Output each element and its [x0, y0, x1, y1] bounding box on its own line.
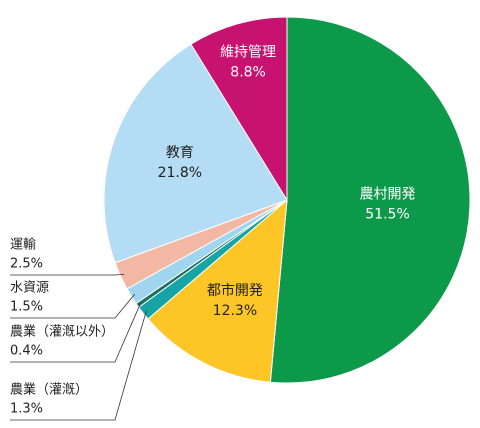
slice-label: 維持管理 [220, 45, 276, 61]
slice-value: 2.5% [10, 257, 43, 272]
slice-value: 8.8% [230, 65, 266, 81]
pie-slice [103, 43, 288, 264]
pie-slice [269, 16, 471, 384]
slice-value: 1.3% [10, 402, 43, 417]
slice-label: 農村開発 [360, 187, 416, 203]
slice-value: 51.5% [365, 207, 409, 223]
slice-label: 水資源 [10, 281, 49, 296]
pie-slice [147, 198, 288, 383]
slice-value: 0.4% [10, 344, 43, 359]
slice-value: 1.5% [10, 300, 43, 315]
slice-label: 運輸 [10, 238, 36, 253]
leader-line [10, 310, 147, 421]
slice-value: 21.8% [158, 165, 202, 181]
leader-line [10, 302, 142, 363]
leader-line [10, 293, 136, 319]
slice-label: 農業（灌漑） [10, 382, 88, 398]
leader-line [10, 273, 125, 276]
slice-label: 教育 [166, 145, 194, 161]
slice-value: 12.3% [213, 303, 257, 319]
slice-label: 農業（灌漑以外） [10, 324, 114, 340]
slice-label: 都市開発 [207, 282, 263, 299]
pie-slice [190, 16, 288, 202]
